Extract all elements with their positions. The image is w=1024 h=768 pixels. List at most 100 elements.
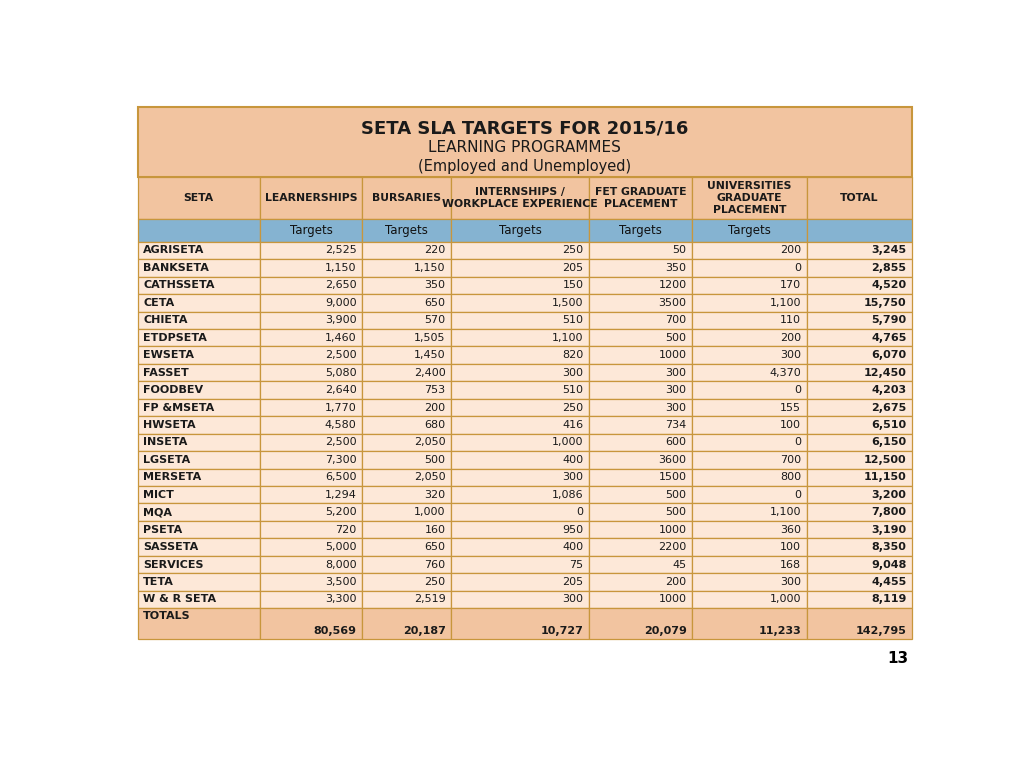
Text: 3,190: 3,190 [871,525,906,535]
Bar [137,346,260,364]
Bar [807,399,912,416]
Text: 1,100: 1,100 [770,298,801,308]
Bar [260,468,362,486]
Text: LEARNING PROGRAMMES: LEARNING PROGRAMMES [428,140,622,154]
Bar [692,364,807,382]
Text: PSETA: PSETA [143,525,182,535]
Text: 500: 500 [425,455,445,465]
Text: 510: 510 [562,316,584,326]
Text: 250: 250 [562,402,584,412]
Text: 7,800: 7,800 [871,507,906,517]
Bar [692,451,807,468]
Bar [589,521,692,538]
Text: 4,520: 4,520 [871,280,906,290]
Bar [362,556,452,573]
Bar [807,177,912,220]
Bar [589,538,692,556]
Bar [589,451,692,468]
Bar [137,521,260,538]
Text: 680: 680 [425,420,445,430]
Bar [452,177,589,220]
Bar [589,486,692,504]
Bar [362,242,452,260]
Text: 2,400: 2,400 [414,368,445,378]
Bar [362,294,452,312]
Bar [137,294,260,312]
Bar [260,220,362,242]
Text: UNIVERSITIES: UNIVERSITIES [708,180,792,190]
Text: 500: 500 [666,490,686,500]
Text: 1,150: 1,150 [414,263,445,273]
Bar [692,591,807,608]
Bar [362,177,452,220]
Bar [260,364,362,382]
Text: 12,500: 12,500 [864,455,906,465]
Text: BANKSETA: BANKSETA [143,263,209,273]
Text: 320: 320 [425,490,445,500]
Bar [260,504,362,521]
Text: 200: 200 [780,333,801,343]
Text: 400: 400 [562,455,584,465]
Text: 650: 650 [425,542,445,552]
Text: INTERNSHIPS /: INTERNSHIPS / [475,187,565,197]
Bar [692,556,807,573]
Text: Targets: Targets [620,224,663,237]
Text: 300: 300 [666,402,686,412]
Bar [452,382,589,399]
Text: 80,569: 80,569 [313,626,356,636]
Text: 3,200: 3,200 [871,490,906,500]
Text: 2,640: 2,640 [325,385,356,395]
Bar [692,329,807,346]
Text: 700: 700 [780,455,801,465]
Text: TETA: TETA [143,577,174,587]
Text: 300: 300 [780,577,801,587]
Bar [260,521,362,538]
Bar [589,382,692,399]
Text: 4,203: 4,203 [871,385,906,395]
Bar [807,364,912,382]
Bar [452,538,589,556]
Bar [260,177,362,220]
Text: 650: 650 [425,298,445,308]
Text: 3,900: 3,900 [325,316,356,326]
Text: 1,450: 1,450 [414,350,445,360]
Bar [807,434,912,451]
Bar [807,346,912,364]
Bar [589,364,692,382]
Bar [362,276,452,294]
Bar [137,242,260,260]
Text: 3,300: 3,300 [325,594,356,604]
Bar [692,382,807,399]
Text: CHIETA: CHIETA [143,316,187,326]
Text: 760: 760 [425,560,445,570]
Bar [452,276,589,294]
Text: 15,750: 15,750 [864,298,906,308]
Text: 7,300: 7,300 [325,455,356,465]
Text: 250: 250 [562,246,584,256]
Text: 1,294: 1,294 [325,490,356,500]
Bar [807,382,912,399]
Bar [589,434,692,451]
Bar [452,451,589,468]
Bar [589,220,692,242]
Bar [807,451,912,468]
Bar [260,451,362,468]
Text: SETA SLA TARGETS FOR 2015/16: SETA SLA TARGETS FOR 2015/16 [361,119,688,137]
Bar [137,276,260,294]
Text: 2,519: 2,519 [414,594,445,604]
Bar [362,451,452,468]
Bar [807,242,912,260]
Bar [260,294,362,312]
Bar [362,382,452,399]
Text: 700: 700 [666,316,686,326]
Bar [692,608,807,639]
Text: SETA: SETA [183,193,214,203]
Bar [362,312,452,329]
Text: MQA: MQA [143,507,172,517]
Text: W & R SETA: W & R SETA [143,594,216,604]
Bar [692,294,807,312]
Bar [692,434,807,451]
Bar [692,260,807,276]
Text: 500: 500 [666,333,686,343]
Text: 200: 200 [666,577,686,587]
